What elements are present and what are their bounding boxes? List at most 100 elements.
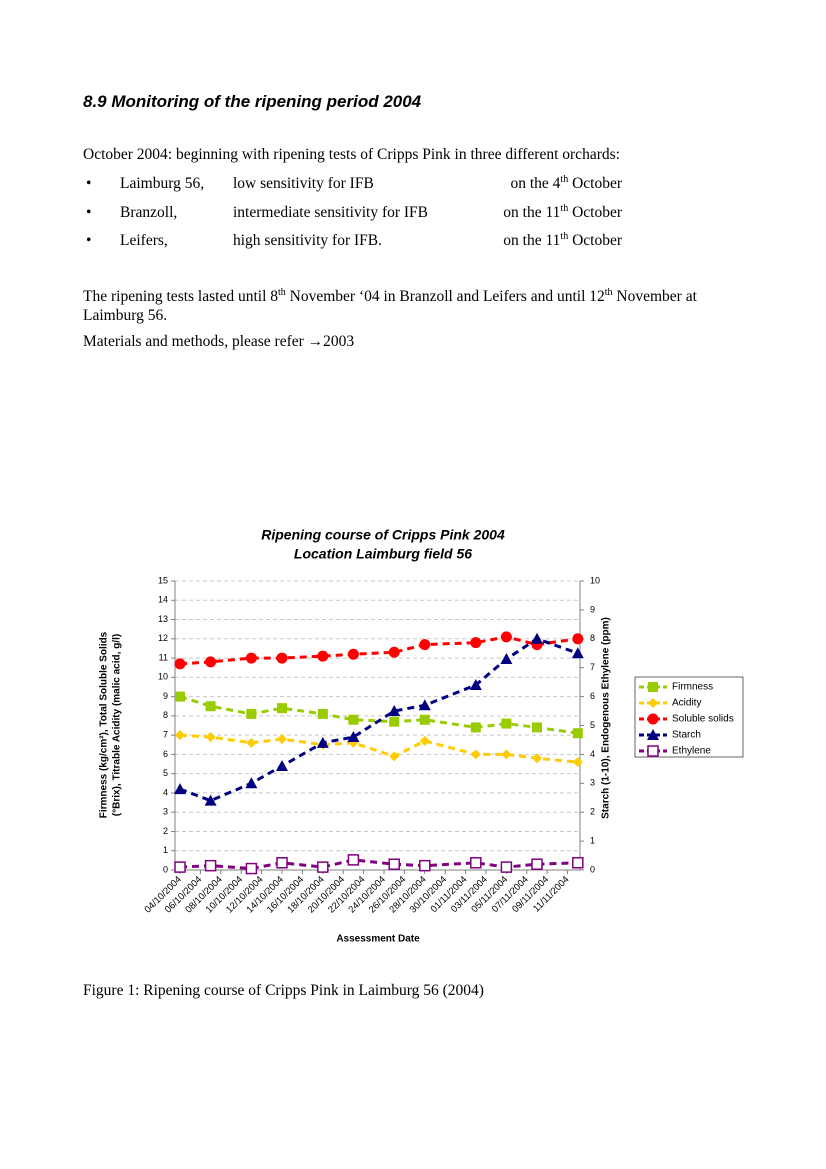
site: Branzoll, bbox=[120, 203, 178, 221]
data-point bbox=[246, 708, 257, 719]
y2-tick-label: 4 bbox=[590, 749, 595, 759]
methods: Materials and methods, please refer →200… bbox=[83, 333, 355, 350]
data-point bbox=[277, 733, 287, 744]
data-point bbox=[389, 716, 400, 727]
legend-marker bbox=[648, 682, 658, 692]
y-tick-label: 10 bbox=[158, 672, 168, 682]
y-tick-label: 9 bbox=[163, 691, 168, 701]
data-point bbox=[204, 794, 217, 806]
data-point bbox=[317, 861, 329, 873]
data-point bbox=[572, 633, 584, 645]
text: on the 11 bbox=[503, 203, 561, 221]
series-line bbox=[179, 637, 579, 803]
data-point bbox=[245, 862, 258, 875]
chart-subtitle: Location Laimburg field 56 bbox=[294, 546, 472, 562]
data-point bbox=[419, 714, 430, 725]
data-point bbox=[388, 646, 400, 658]
text: on the 4 bbox=[510, 175, 561, 192]
data-point bbox=[501, 749, 512, 760]
data-point bbox=[500, 861, 513, 873]
y-axis-title: Firmness (kg/cm²), Total Soluble Solids bbox=[99, 631, 110, 818]
y2-tick-label: 9 bbox=[590, 604, 595, 614]
data-point bbox=[419, 735, 430, 746]
y2-axis-title: Starch (1-10), Endogenous Ethylene (ppm) bbox=[601, 617, 612, 819]
text: November at Laimburg 56. bbox=[83, 288, 697, 324]
bullet: • bbox=[86, 203, 92, 221]
text: October bbox=[568, 232, 622, 249]
data-point bbox=[205, 701, 216, 712]
data-point bbox=[347, 648, 359, 660]
data-point bbox=[470, 722, 481, 733]
data-point bbox=[500, 631, 512, 643]
legend-label: Firmness bbox=[672, 682, 713, 693]
data-point bbox=[571, 647, 584, 659]
series-line bbox=[179, 733, 578, 764]
data-point bbox=[348, 714, 359, 725]
data-point bbox=[276, 652, 288, 664]
y2-tick-label: 3 bbox=[590, 778, 595, 788]
caption: Figure 1: Ripening course of Cripps Pink… bbox=[83, 982, 484, 999]
superscript: th bbox=[560, 173, 569, 185]
superscript: th bbox=[604, 286, 613, 298]
data-point bbox=[317, 708, 328, 719]
legend-marker bbox=[647, 745, 659, 757]
y2-tick-label: 5 bbox=[590, 720, 595, 730]
intro: October 2004: beginning with ripening te… bbox=[83, 146, 620, 163]
sensitivity: high sensitivity for IFB. bbox=[233, 232, 382, 249]
text: on the 11 bbox=[503, 232, 561, 249]
y2-tick-label: 10 bbox=[590, 575, 600, 585]
series-line bbox=[179, 695, 579, 735]
data-point bbox=[419, 639, 431, 651]
y-tick-label: 15 bbox=[158, 575, 168, 585]
data-point bbox=[347, 731, 360, 743]
data-point bbox=[500, 653, 513, 665]
chart-title: Ripening course of Cripps Pink 2004 bbox=[261, 527, 505, 543]
series-line bbox=[179, 858, 578, 871]
data-point bbox=[276, 857, 288, 869]
date: on the 4th October bbox=[510, 173, 622, 193]
y2-tick-label: 8 bbox=[590, 633, 595, 643]
data-point bbox=[175, 730, 185, 741]
legend-label: Starch bbox=[672, 730, 701, 741]
data-point bbox=[175, 691, 185, 702]
y2-tick-label: 2 bbox=[590, 807, 595, 817]
data-point bbox=[174, 861, 186, 873]
data-point bbox=[470, 637, 482, 649]
y-tick-label: 11 bbox=[159, 652, 168, 662]
data-point bbox=[245, 652, 257, 664]
text: October bbox=[568, 175, 622, 192]
data-point bbox=[317, 650, 329, 662]
sensitivity: low sensitivity for IFB bbox=[233, 175, 374, 192]
data-point bbox=[174, 783, 186, 795]
data-point bbox=[246, 737, 257, 748]
heading: 8.9 Monitoring of the ripening period 20… bbox=[83, 92, 422, 111]
y-tick-label: 13 bbox=[158, 614, 168, 624]
legend-marker bbox=[647, 729, 659, 740]
sensitivity: intermediate sensitivity for IFB bbox=[233, 203, 429, 221]
data-point bbox=[277, 703, 287, 714]
site: Leifers, bbox=[120, 232, 168, 249]
site: Laimburg 56, bbox=[120, 175, 205, 192]
data-point bbox=[205, 656, 217, 668]
y-tick-label: 8 bbox=[163, 710, 168, 720]
y-tick-label: 0 bbox=[163, 864, 168, 874]
y-tick-label: 2 bbox=[163, 826, 168, 836]
date: on the 11th October bbox=[503, 203, 622, 222]
y-tick-label: 3 bbox=[163, 807, 168, 817]
data-point bbox=[532, 753, 542, 764]
data-point bbox=[531, 632, 543, 644]
data-point bbox=[388, 705, 401, 717]
legend-label: Acidity bbox=[672, 698, 701, 709]
y-tick-label: 6 bbox=[163, 749, 168, 759]
date: on the 11th October bbox=[503, 231, 622, 250]
superscript: th bbox=[278, 286, 286, 298]
data-point bbox=[419, 859, 431, 872]
y-tick-label: 7 bbox=[163, 730, 168, 740]
data-point bbox=[204, 859, 217, 872]
legend-label: Ethylene bbox=[672, 746, 711, 757]
y-tick-label: 14 bbox=[158, 595, 168, 605]
data-point bbox=[276, 759, 288, 771]
y2-tick-label: 0 bbox=[590, 864, 595, 874]
y-tick-label: 1 bbox=[163, 845, 168, 855]
y2-tick-label: 7 bbox=[590, 662, 595, 672]
